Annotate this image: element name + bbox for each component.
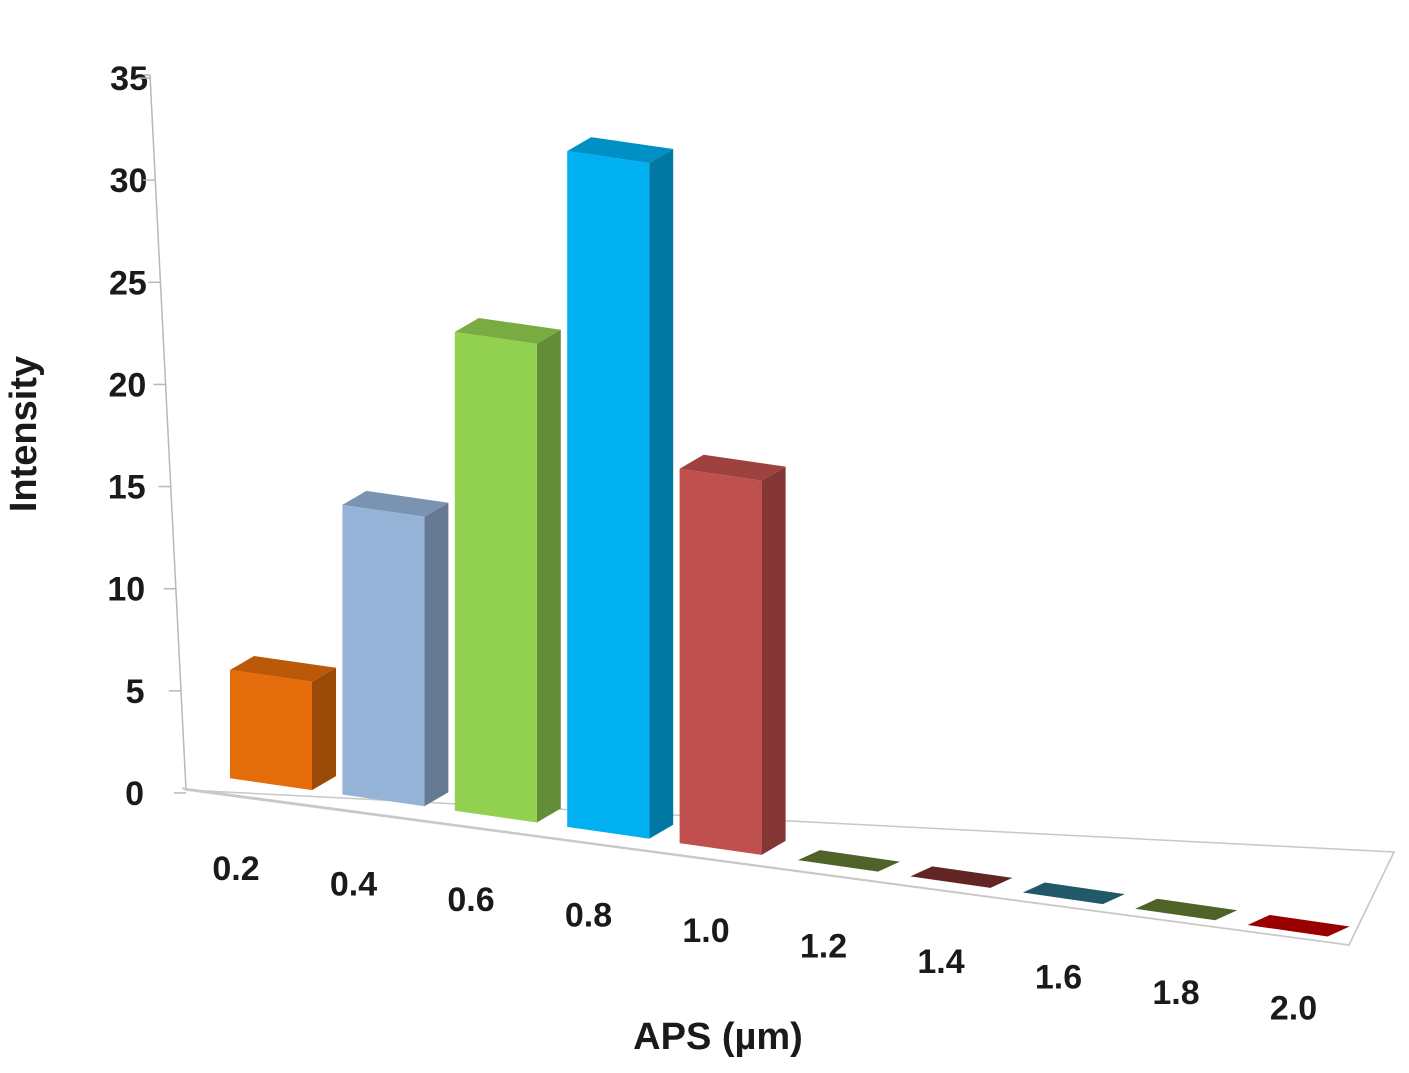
x-tick-label: 2.0 — [1270, 990, 1317, 1028]
y-axis-ticks: 0 5 10 15 20 25 30 35 — [107, 60, 186, 813]
y-tick-label: 10 — [107, 571, 145, 609]
y-tick-label: 5 — [126, 673, 145, 711]
x-axis-ticks: 0.2 0.4 0.6 0.8 1.0 1.2 1.4 1.6 1.8 2.0 — [212, 850, 1317, 1028]
x-tick-label: 0.4 — [330, 866, 377, 904]
floor-front-edge — [185, 789, 1350, 946]
y-tick-label: 25 — [109, 264, 147, 302]
bar-flat — [1022, 882, 1125, 905]
bar-0.2 — [230, 655, 336, 791]
x-tick-label: 1.6 — [1035, 959, 1082, 997]
floor-right-edge — [1348, 851, 1395, 946]
bar-front — [454, 331, 537, 823]
x-tick-label: 1.4 — [917, 943, 964, 981]
bar-top — [567, 137, 674, 163]
y-tick-label: 15 — [108, 469, 146, 507]
bar-2.0 — [1247, 914, 1350, 937]
bar-side — [761, 466, 786, 855]
bar-flat — [1135, 898, 1238, 921]
bar-side — [424, 502, 449, 807]
bar-series — [230, 137, 1350, 937]
bar-flat — [1247, 914, 1350, 937]
bar-top — [230, 655, 336, 682]
bar-0.8 — [567, 137, 674, 839]
bar-top — [679, 454, 786, 481]
y-axis-title: Intensity — [3, 356, 45, 512]
bar-1.6 — [1022, 882, 1125, 905]
y-tick-label: 30 — [110, 162, 148, 200]
bar-front — [230, 669, 312, 791]
bar-flat — [910, 866, 1013, 888]
x-tick-label: 1.8 — [1152, 974, 1199, 1012]
y-tick-label: 35 — [110, 60, 148, 98]
bar-side — [536, 329, 561, 823]
x-tick-label: 0.2 — [212, 850, 259, 888]
x-axis-title: APS (µm) — [633, 1016, 803, 1058]
bar-1.8 — [1135, 898, 1238, 921]
y-tick-label: 0 — [125, 775, 144, 813]
bar-1.4 — [910, 866, 1013, 888]
bar-1.0 — [679, 454, 786, 855]
bar-top — [342, 490, 449, 517]
bar-0.6 — [454, 317, 561, 823]
chart-walls — [136, 74, 1396, 946]
bar-1.2 — [798, 850, 900, 872]
x-tick-label: 1.0 — [682, 912, 729, 950]
x-tick-label: 0.8 — [565, 897, 612, 935]
y-tick-label: 20 — [108, 366, 146, 404]
bar-front — [679, 468, 762, 855]
bar-front — [342, 504, 425, 807]
x-tick-label: 0.6 — [447, 881, 494, 919]
bar-top — [454, 317, 561, 344]
bar-flat — [798, 850, 900, 872]
bar-side — [312, 667, 336, 791]
y-axis-line — [149, 74, 187, 791]
bar-0.4 — [342, 490, 449, 807]
bar-front — [567, 151, 650, 839]
bar-side — [649, 148, 674, 839]
x-tick-label: 1.2 — [800, 928, 847, 966]
